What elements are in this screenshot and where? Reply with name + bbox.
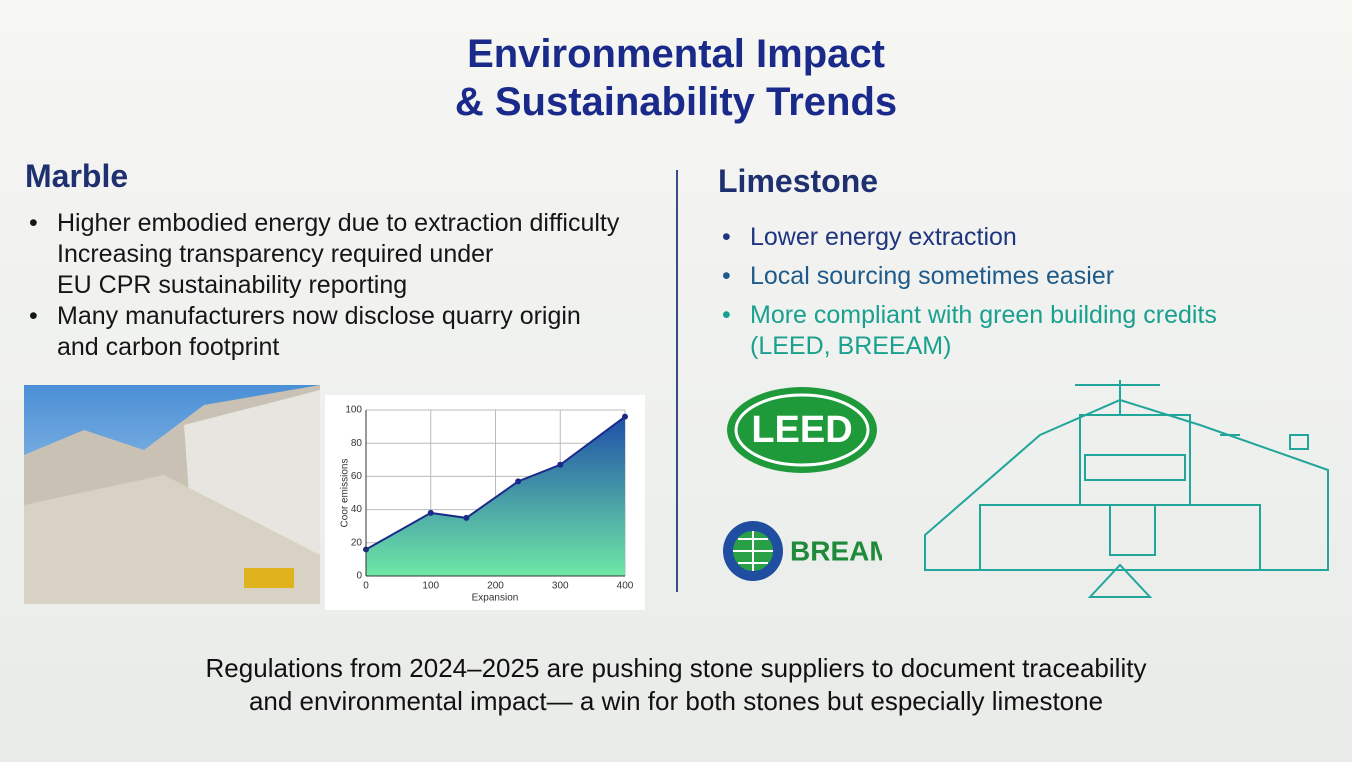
point	[463, 514, 470, 521]
point	[622, 413, 628, 420]
marble-bullets: Higher embodied energy due to extraction…	[25, 208, 619, 363]
y-tick-label: 60	[351, 471, 363, 482]
line	[365, 415, 626, 551]
y-tick-label: 80	[351, 438, 363, 449]
bullet-line: Higher embodied energy due to extraction…	[57, 209, 620, 237]
bullet: Local sourcing sometimes easier	[718, 261, 1217, 292]
footer-line: Regulations from 2024–2025 are pushing s…	[205, 653, 1147, 683]
x-tick-label: 100	[422, 581, 439, 592]
bullet-line: and carbon footprint	[57, 333, 280, 361]
bullet-line: More compliant with green building credi…	[750, 301, 1217, 329]
area	[366, 416, 625, 576]
bullet-line: EU CPR sustainability reporting	[57, 271, 408, 299]
x-axis-label: Expansion	[472, 593, 519, 604]
bullet: Many manufacturers now disclose quarry o…	[25, 301, 619, 363]
marble-heading: Marble	[25, 158, 129, 194]
point	[515, 478, 522, 485]
bullet: More compliant with green building credi…	[718, 300, 1217, 362]
quarry-photo	[24, 385, 320, 604]
point	[427, 509, 434, 516]
footer-line: and environmental impact— a win for both…	[248, 686, 1104, 716]
bullet-line: Increasing transparency required under	[57, 240, 494, 268]
x-tick-label: 400	[617, 581, 634, 592]
x-tick-label: 200	[487, 581, 504, 592]
limestone-heading: Limestone	[718, 163, 879, 199]
bullet-line: Local sourcing sometimes easier	[750, 262, 1115, 290]
bullet-line: Many manufacturers now disclose quarry o…	[57, 302, 581, 330]
bream-logo: BREAM	[790, 535, 882, 566]
point	[557, 461, 564, 468]
y-tick-label: 100	[345, 405, 362, 416]
y-tick-label: 20	[351, 537, 363, 548]
bullet-line: Lower energy extraction	[750, 223, 1017, 251]
bullet: Higher embodied energy due to extraction…	[25, 208, 619, 301]
limestone-bullets: Lower energy extraction Local sourcing s…	[718, 222, 1217, 370]
x-tick-label: 0	[363, 581, 369, 592]
footer: Regulations from 2024–2025 are pushing s…	[0, 652, 1352, 718]
x-tick-label: 300	[552, 581, 569, 592]
bullet: Lower energy extraction	[718, 222, 1217, 253]
leed-logo: LEED	[751, 409, 852, 451]
title-line: Environmental Impact	[467, 32, 885, 76]
y-tick-label: 0	[356, 571, 362, 582]
bullet-line: (LEED, BREEAM)	[750, 332, 952, 360]
chart: Expansion Coor emissions 0 20 40 60 80 100 0 10…	[325, 395, 645, 610]
divider	[676, 170, 678, 592]
y-tick-label: 40	[351, 504, 363, 515]
y-axis-label: Coor emissions	[340, 459, 351, 528]
logos: LEED BREAM	[723, 387, 882, 581]
title: Environmental Impact & Sustainability Tr…	[0, 30, 1352, 126]
title-line: & Sustainability Trends	[454, 80, 898, 124]
quarry-illustration	[924, 380, 1329, 598]
